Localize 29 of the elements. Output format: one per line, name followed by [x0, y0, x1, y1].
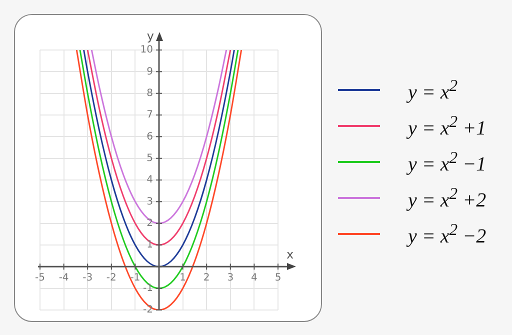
x-tick-label: -2 [106, 272, 116, 284]
y-tick-label: 3 [146, 196, 153, 208]
y-tick-label: 6 [146, 131, 153, 142]
x-axis-title: x [286, 248, 294, 262]
y-tick-label: 10 [140, 44, 153, 56]
y-tick-label: 2 [146, 218, 153, 229]
y-tick-label: -2 [143, 304, 153, 316]
x-tick-label: -4 [58, 272, 69, 284]
y-tick-label: 1 [146, 240, 153, 251]
x-tick-label: 1 [180, 272, 186, 284]
x-tick-label: -3 [82, 272, 93, 284]
x-tick-label: 5 [274, 272, 282, 284]
y-axis-title: y [146, 29, 154, 43]
x-tick-label: 3 [227, 272, 234, 284]
x-tick-label: 4 [251, 272, 258, 284]
x-tick-label: -1 [130, 272, 140, 284]
y-tick-label: 4 [146, 174, 153, 186]
x-tick-label: 2 [203, 272, 210, 284]
x-tick-label: -5 [35, 272, 45, 284]
y-tick-label: -1 [143, 282, 153, 294]
legend-label: y = x$^{2}$ [408, 76, 458, 104]
legend-label: y = x$^{2}$ +2 [408, 184, 486, 212]
legend-label: y = x$^{2}$ −2 [408, 220, 486, 248]
y-tick-label: 8 [146, 88, 153, 99]
y-tick-label: 5 [146, 152, 153, 164]
y-tick-label: 9 [146, 66, 153, 78]
legend-label: y = x$^{2}$ +1 [408, 112, 486, 140]
y-tick-label: 7 [146, 110, 153, 121]
legend-label: y = x$^{2}$ −1 [408, 148, 486, 176]
